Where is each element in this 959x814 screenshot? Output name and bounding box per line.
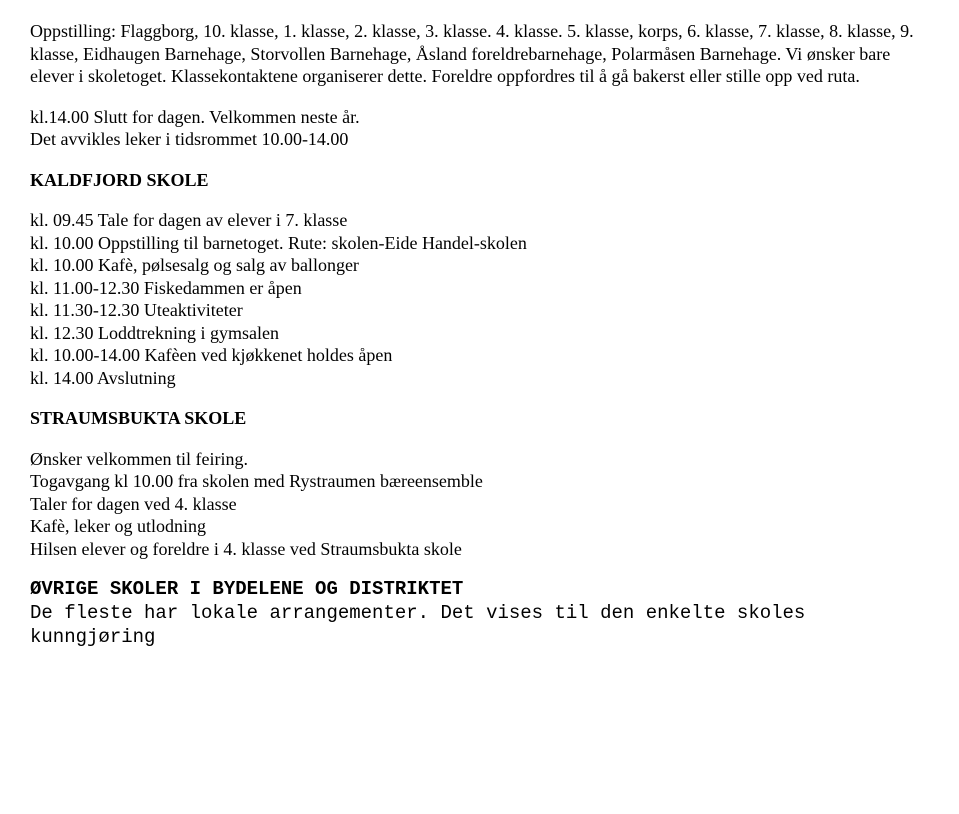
heading-other-schools: ØVRIGE SKOLER I BYDELENE OG DISTRIKTET xyxy=(30,578,929,602)
straumsbukta-line-2: Togavgang kl 10.00 fra skolen med Rystra… xyxy=(30,470,929,493)
kaldfjord-line-5: kl. 11.30-12.30 Uteaktiviteter xyxy=(30,299,929,322)
other-schools-text: De fleste har lokale arrangementer. Det … xyxy=(30,602,929,650)
kaldfjord-line-1: kl. 09.45 Tale for dagen av elever i 7. … xyxy=(30,209,929,232)
straumsbukta-line-5: Hilsen elever og foreldre i 4. klasse ve… xyxy=(30,538,929,561)
heading-kaldfjord: KALDFJORD SKOLE xyxy=(30,169,929,192)
straumsbukta-line-4: Kafè, leker og utlodning xyxy=(30,515,929,538)
straumsbukta-line-1: Ønsker velkommen til feiring. xyxy=(30,448,929,471)
kaldfjord-line-4: kl. 11.00-12.30 Fiskedammen er åpen xyxy=(30,277,929,300)
paragraph-end-of-day: kl.14.00 Slutt for dagen. Velkommen nest… xyxy=(30,106,929,129)
heading-straumsbukta: STRAUMSBUKTA SKOLE xyxy=(30,407,929,430)
kaldfjord-line-2: kl. 10.00 Oppstilling til barnetoget. Ru… xyxy=(30,232,929,255)
kaldfjord-line-8: kl. 14.00 Avslutning xyxy=(30,367,929,390)
kaldfjord-line-3: kl. 10.00 Kafè, pølsesalg og salg av bal… xyxy=(30,254,929,277)
paragraph-intro: Oppstilling: Flaggborg, 10. klasse, 1. k… xyxy=(30,20,929,88)
kaldfjord-line-6: kl. 12.30 Loddtrekning i gymsalen xyxy=(30,322,929,345)
kaldfjord-line-7: kl. 10.00-14.00 Kafèen ved kjøkkenet hol… xyxy=(30,344,929,367)
paragraph-play-time: Det avvikles leker i tidsrommet 10.00-14… xyxy=(30,128,929,151)
straumsbukta-line-3: Taler for dagen ved 4. klasse xyxy=(30,493,929,516)
